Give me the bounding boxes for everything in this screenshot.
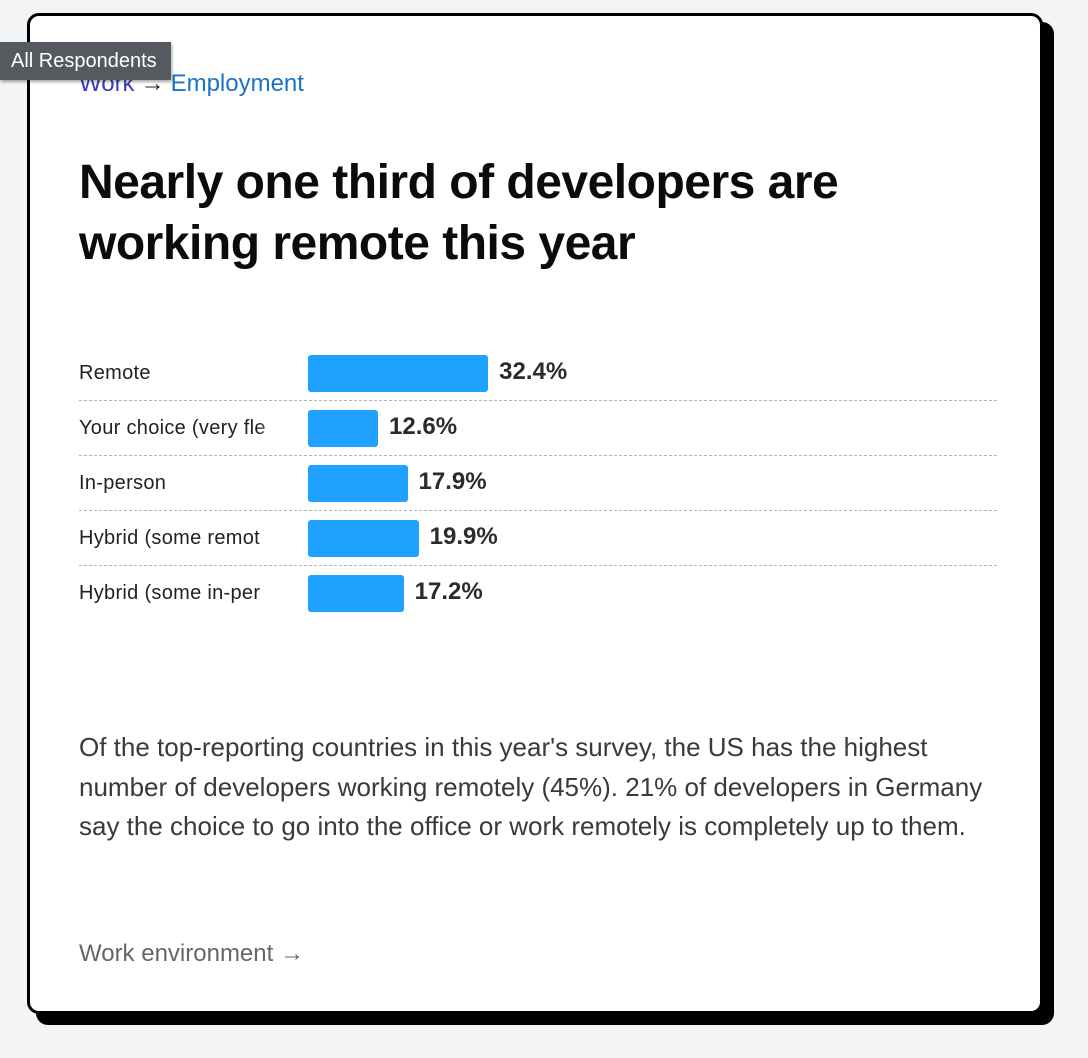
chart-bar [308, 355, 489, 392]
chart-row: Remote 32.4% [79, 346, 997, 401]
chart-bar-area: 12.6% [308, 410, 997, 447]
chart-category-label: Your choice (very fle [79, 417, 266, 439]
chart-row: Your choice (very fle 12.6% [79, 401, 997, 456]
description-text: Of the top-reporting countries in this y… [79, 732, 983, 841]
bar-chart: Remote 32.4% Your choice (very fle 12.6% In-… [79, 346, 997, 620]
chart-bar-area: 17.2% [308, 575, 997, 612]
chart-value-label: 12.6% [389, 413, 458, 440]
page-title: Nearly one third of developers are worki… [79, 156, 839, 270]
chart-bar-area: 19.9% [308, 520, 997, 557]
chart-value-label: 19.9% [429, 523, 498, 550]
chart-value-label: 17.9% [418, 468, 487, 495]
chart-row: Hybrid (some in-per 17.2% [79, 566, 997, 620]
chart-value-label: 17.2% [414, 578, 483, 605]
chart-row: In-person 17.9% [79, 456, 997, 511]
chart-bar [308, 465, 408, 502]
chart-value-label: 32.4% [499, 358, 568, 385]
chart-category-label: Hybrid (some in-per [79, 582, 261, 604]
chart-bar [308, 575, 404, 612]
chart-category-label: In-person [79, 472, 167, 494]
chart-bar [308, 520, 419, 557]
chart-row: Hybrid (some remot 19.9% [79, 511, 997, 566]
work-environment-link[interactable]: Work environment → [79, 940, 304, 967]
result-card: Work → Employment Nearly one third of deve… [27, 13, 1043, 1014]
chart-category-label: Hybrid (some remot [79, 527, 260, 549]
chart-bar [308, 410, 379, 447]
chart-bar-area: 32.4% [308, 355, 997, 392]
breadcrumb-employment-link[interactable]: Employment [170, 70, 304, 97]
chart-category-label: Remote [79, 362, 151, 384]
chart-bar-area: 17.9% [308, 465, 997, 502]
respondents-tooltip: All Respondents [0, 42, 171, 80]
